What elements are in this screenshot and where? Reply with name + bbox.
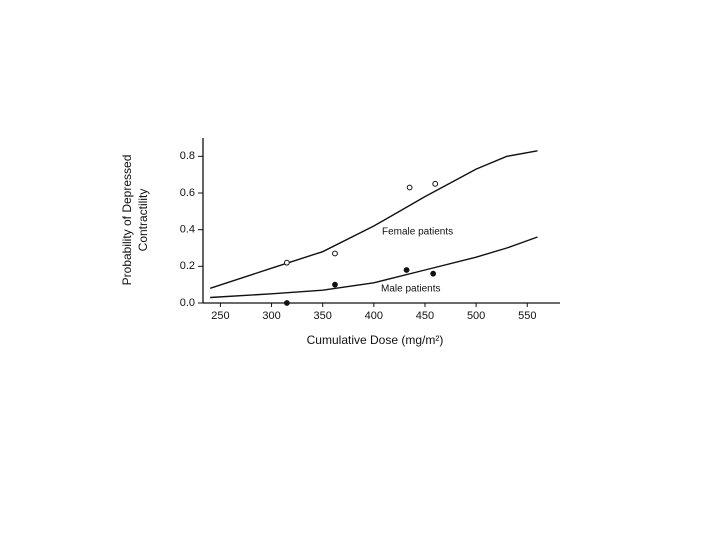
curve-label: Female patients: [382, 227, 453, 238]
y-tick-label: 0.4: [180, 224, 195, 236]
x-tick-label: 500: [467, 310, 485, 322]
y-tick-label: 0.8: [180, 150, 195, 162]
y-tick-label: 0.2: [180, 260, 195, 272]
y-tick-label: 0.6: [180, 187, 195, 199]
data-point: [332, 281, 338, 288]
x-tick-label: 450: [416, 310, 434, 322]
data-point: [432, 180, 439, 187]
curve: [209, 150, 538, 289]
curve-label: Male patients: [381, 284, 440, 295]
x-tick-label: 300: [262, 310, 280, 322]
data-point: [283, 259, 290, 266]
y-axis-label: Probability of Depressed Contractility: [120, 155, 150, 286]
x-tick-label: 400: [365, 310, 383, 322]
x-tick-label: 350: [314, 310, 332, 322]
data-point: [403, 267, 410, 273]
data-point: [332, 250, 338, 257]
data-point: [430, 270, 437, 277]
x-tick-label: 250: [211, 310, 229, 322]
y-axis-label-line: Probability of Depressed: [120, 155, 134, 286]
data-point: [283, 300, 290, 306]
x-axis-label: Cumulative Dose (mg/m²): [307, 333, 444, 347]
x-tick-label: 550: [518, 310, 536, 322]
y-tick-label: 0.0: [180, 297, 195, 309]
data-point: [406, 184, 413, 191]
curve: [210, 236, 538, 299]
y-axis-label-line: Contractility: [136, 189, 150, 252]
